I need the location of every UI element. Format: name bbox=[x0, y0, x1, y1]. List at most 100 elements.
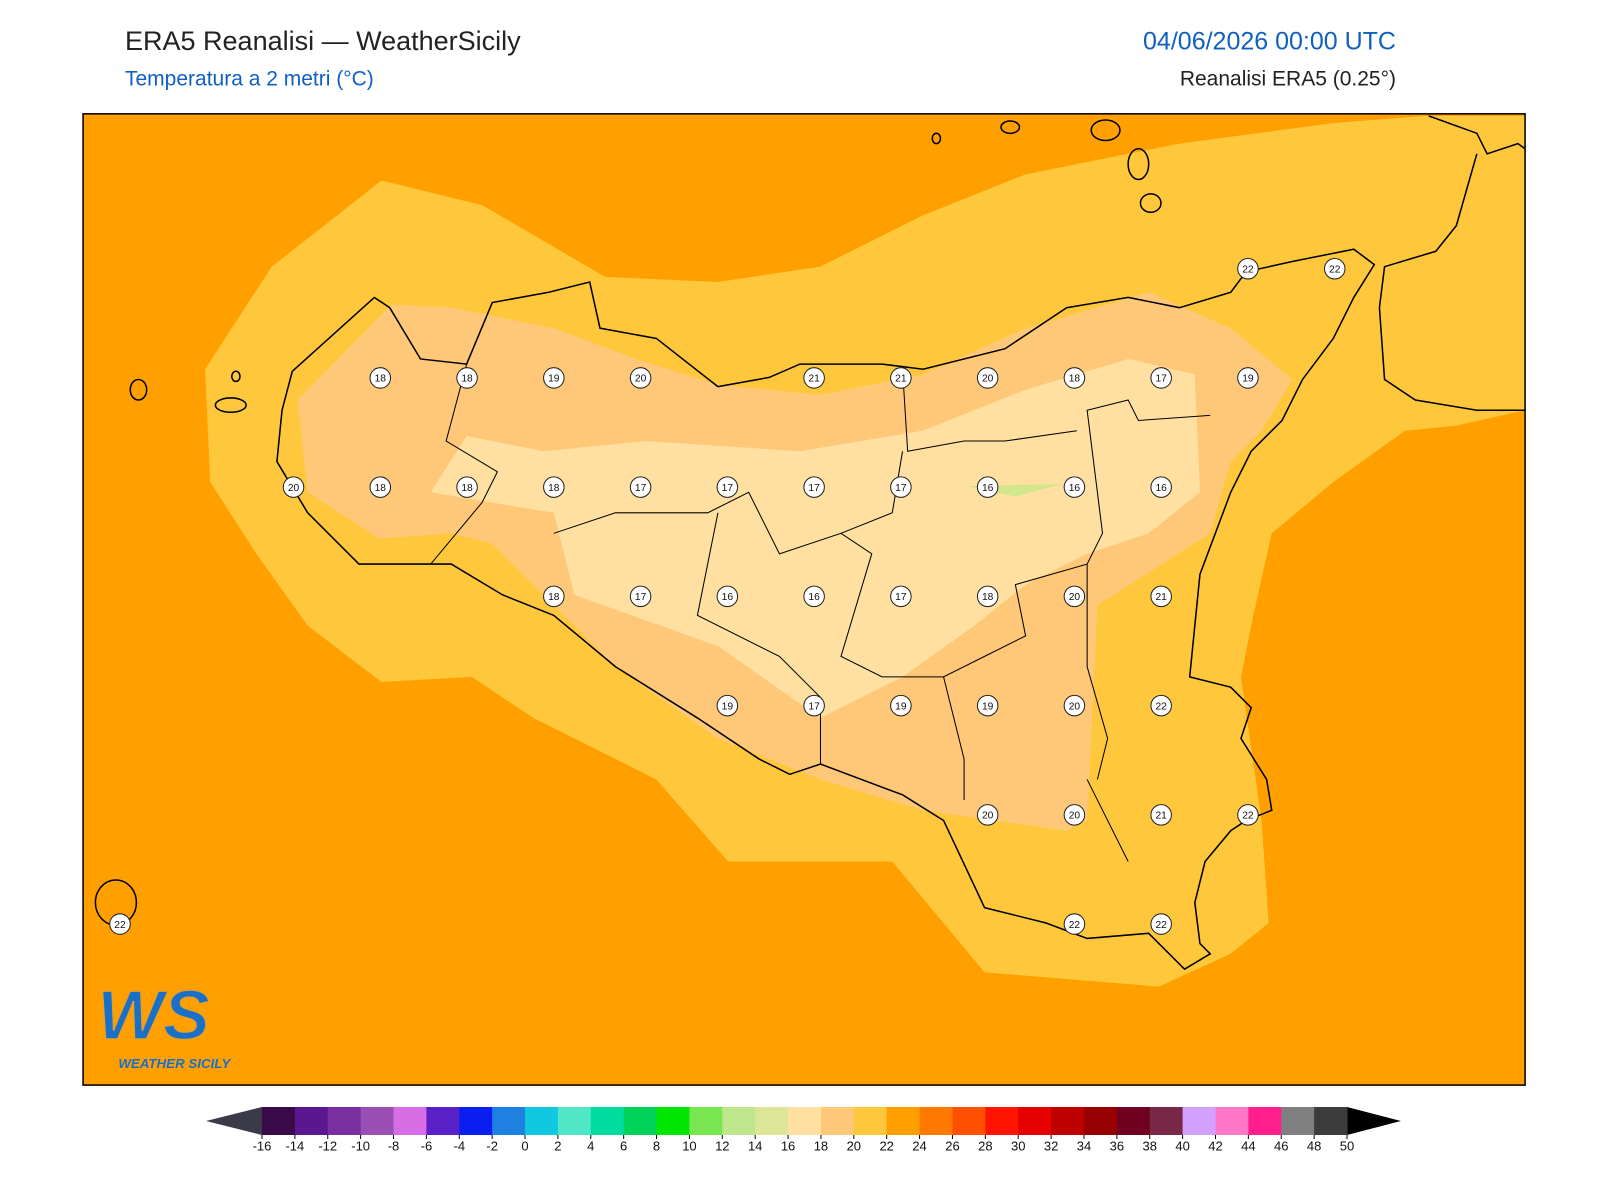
colorbar-tick-label: 42 bbox=[1208, 1138, 1222, 1153]
label-marker bbox=[1323, 257, 1346, 280]
label-marker bbox=[803, 585, 825, 608]
label-marker bbox=[890, 585, 912, 608]
label-marker bbox=[543, 476, 565, 498]
colorbar-bin bbox=[1116, 1107, 1151, 1135]
colorbar-bin bbox=[656, 1107, 690, 1135]
label-value: 16 bbox=[1069, 483, 1081, 494]
label-value: 17 bbox=[895, 483, 907, 494]
label-marker bbox=[716, 694, 739, 717]
label-value: 21 bbox=[1155, 592, 1167, 603]
label-marker bbox=[803, 476, 825, 498]
label-marker bbox=[1150, 694, 1172, 717]
colorbar-bin bbox=[360, 1107, 395, 1135]
label-marker bbox=[282, 476, 305, 498]
label-marker bbox=[976, 694, 999, 717]
colorbar-tick-label: 12 bbox=[715, 1138, 729, 1153]
colorbar-tick-label: 40 bbox=[1175, 1138, 1189, 1153]
colorbar-bin bbox=[853, 1107, 888, 1135]
label-marker bbox=[369, 476, 392, 498]
label-marker bbox=[109, 913, 131, 935]
colorbar-tick-label: -2 bbox=[486, 1138, 498, 1153]
label-value: 19 bbox=[1242, 374, 1254, 385]
colorbar-tick-label: 46 bbox=[1274, 1138, 1288, 1153]
colorbar-bin bbox=[525, 1107, 559, 1135]
label-value: 16 bbox=[982, 483, 994, 494]
colorbar-tick-label: 20 bbox=[847, 1138, 861, 1153]
label-value: 18 bbox=[375, 374, 387, 385]
colorbar-bin bbox=[820, 1107, 855, 1135]
label-value: 18 bbox=[461, 483, 473, 494]
label-marker bbox=[543, 367, 565, 389]
coastline-calabria bbox=[1378, 115, 1526, 412]
colorbar-bin bbox=[294, 1107, 329, 1135]
colorbar-bin bbox=[1018, 1107, 1052, 1135]
label-marker bbox=[456, 367, 478, 389]
label-value: 17 bbox=[895, 592, 907, 603]
colorbar-bin bbox=[1083, 1107, 1118, 1135]
colorbar-tick-label: 32 bbox=[1044, 1138, 1058, 1153]
label-value: 17 bbox=[722, 483, 734, 494]
datetime: 04/06/2026 00:00 UTC bbox=[1143, 28, 1396, 56]
label-marker bbox=[976, 476, 999, 498]
label-marker bbox=[1237, 257, 1259, 280]
colorbar-bin bbox=[557, 1107, 592, 1135]
label-marker bbox=[1063, 367, 1086, 389]
islands bbox=[94, 119, 1162, 926]
label-value: 22 bbox=[1242, 264, 1254, 275]
label-value: 20 bbox=[1069, 811, 1081, 822]
label-value: 20 bbox=[288, 483, 300, 494]
title: ERA5 Reanalisi — WeatherSicily bbox=[125, 26, 521, 56]
colorbar-tick-label: 2 bbox=[554, 1138, 561, 1153]
colorbar-tick-label: 48 bbox=[1307, 1138, 1321, 1153]
colorbar-bin bbox=[262, 1107, 296, 1135]
label-value: 17 bbox=[1155, 374, 1167, 385]
colorbar-tick-label: -16 bbox=[253, 1138, 272, 1153]
colorbar-tick-label: -8 bbox=[388, 1138, 400, 1153]
colorbar-bin bbox=[952, 1107, 986, 1135]
colorbar-tick-label: -6 bbox=[421, 1138, 433, 1153]
label-value: 19 bbox=[982, 701, 994, 712]
province-borders bbox=[430, 363, 1211, 862]
label-marker bbox=[890, 476, 912, 498]
colorbar-tick-label: -4 bbox=[453, 1138, 465, 1153]
label-value: 17 bbox=[635, 483, 647, 494]
label-marker bbox=[976, 585, 999, 608]
label-value: 22 bbox=[1329, 264, 1341, 275]
label-marker bbox=[629, 367, 652, 389]
colorbar-bin bbox=[393, 1107, 427, 1135]
label-value: 20 bbox=[635, 374, 647, 385]
colorbar-tick-label: 4 bbox=[587, 1138, 594, 1153]
colorbar: -16 -14 -12 -10 -8 -6 -4 -2 0 2 4 6 8 10 12 14 16 18 20 22 2… bbox=[206, 1107, 1401, 1153]
label-value: 20 bbox=[982, 811, 994, 822]
label-marker bbox=[1063, 694, 1086, 717]
map: 22 22 18 18 19 20 21 21 20 18 17 19 20 18 18 18 17 17 17 17… bbox=[82, 113, 1526, 1086]
label-value: 19 bbox=[722, 701, 734, 712]
label-marker bbox=[1150, 913, 1172, 935]
colorbar-tick-label: 28 bbox=[978, 1138, 992, 1153]
colorbar-bin bbox=[459, 1107, 493, 1135]
label-value: 22 bbox=[1242, 811, 1254, 822]
colorbar-tick-label: 0 bbox=[521, 1138, 528, 1153]
colorbar-bin bbox=[1248, 1107, 1282, 1135]
label-marker bbox=[629, 585, 652, 608]
colorbar-tick-label: 50 bbox=[1340, 1138, 1354, 1153]
label-marker bbox=[890, 694, 912, 717]
coastline bbox=[276, 248, 1376, 971]
label-marker bbox=[890, 367, 912, 389]
label-value: 18 bbox=[461, 374, 473, 385]
colorbar-tick-label: -10 bbox=[351, 1138, 370, 1153]
label-value: 22 bbox=[1155, 701, 1167, 712]
label-marker bbox=[1063, 476, 1086, 498]
label-value: 21 bbox=[895, 374, 907, 385]
label-value: 19 bbox=[548, 374, 560, 385]
colorbar-bin bbox=[1281, 1107, 1315, 1135]
label-marker bbox=[1150, 804, 1172, 826]
colorbar-bin bbox=[886, 1107, 921, 1135]
label-marker bbox=[716, 476, 739, 498]
contour-18 bbox=[430, 358, 1200, 718]
label-marker bbox=[1063, 585, 1086, 608]
colorbar-under bbox=[206, 1107, 262, 1135]
label-marker bbox=[1150, 585, 1172, 608]
label-value: 18 bbox=[982, 592, 994, 603]
label-value: 17 bbox=[808, 701, 820, 712]
